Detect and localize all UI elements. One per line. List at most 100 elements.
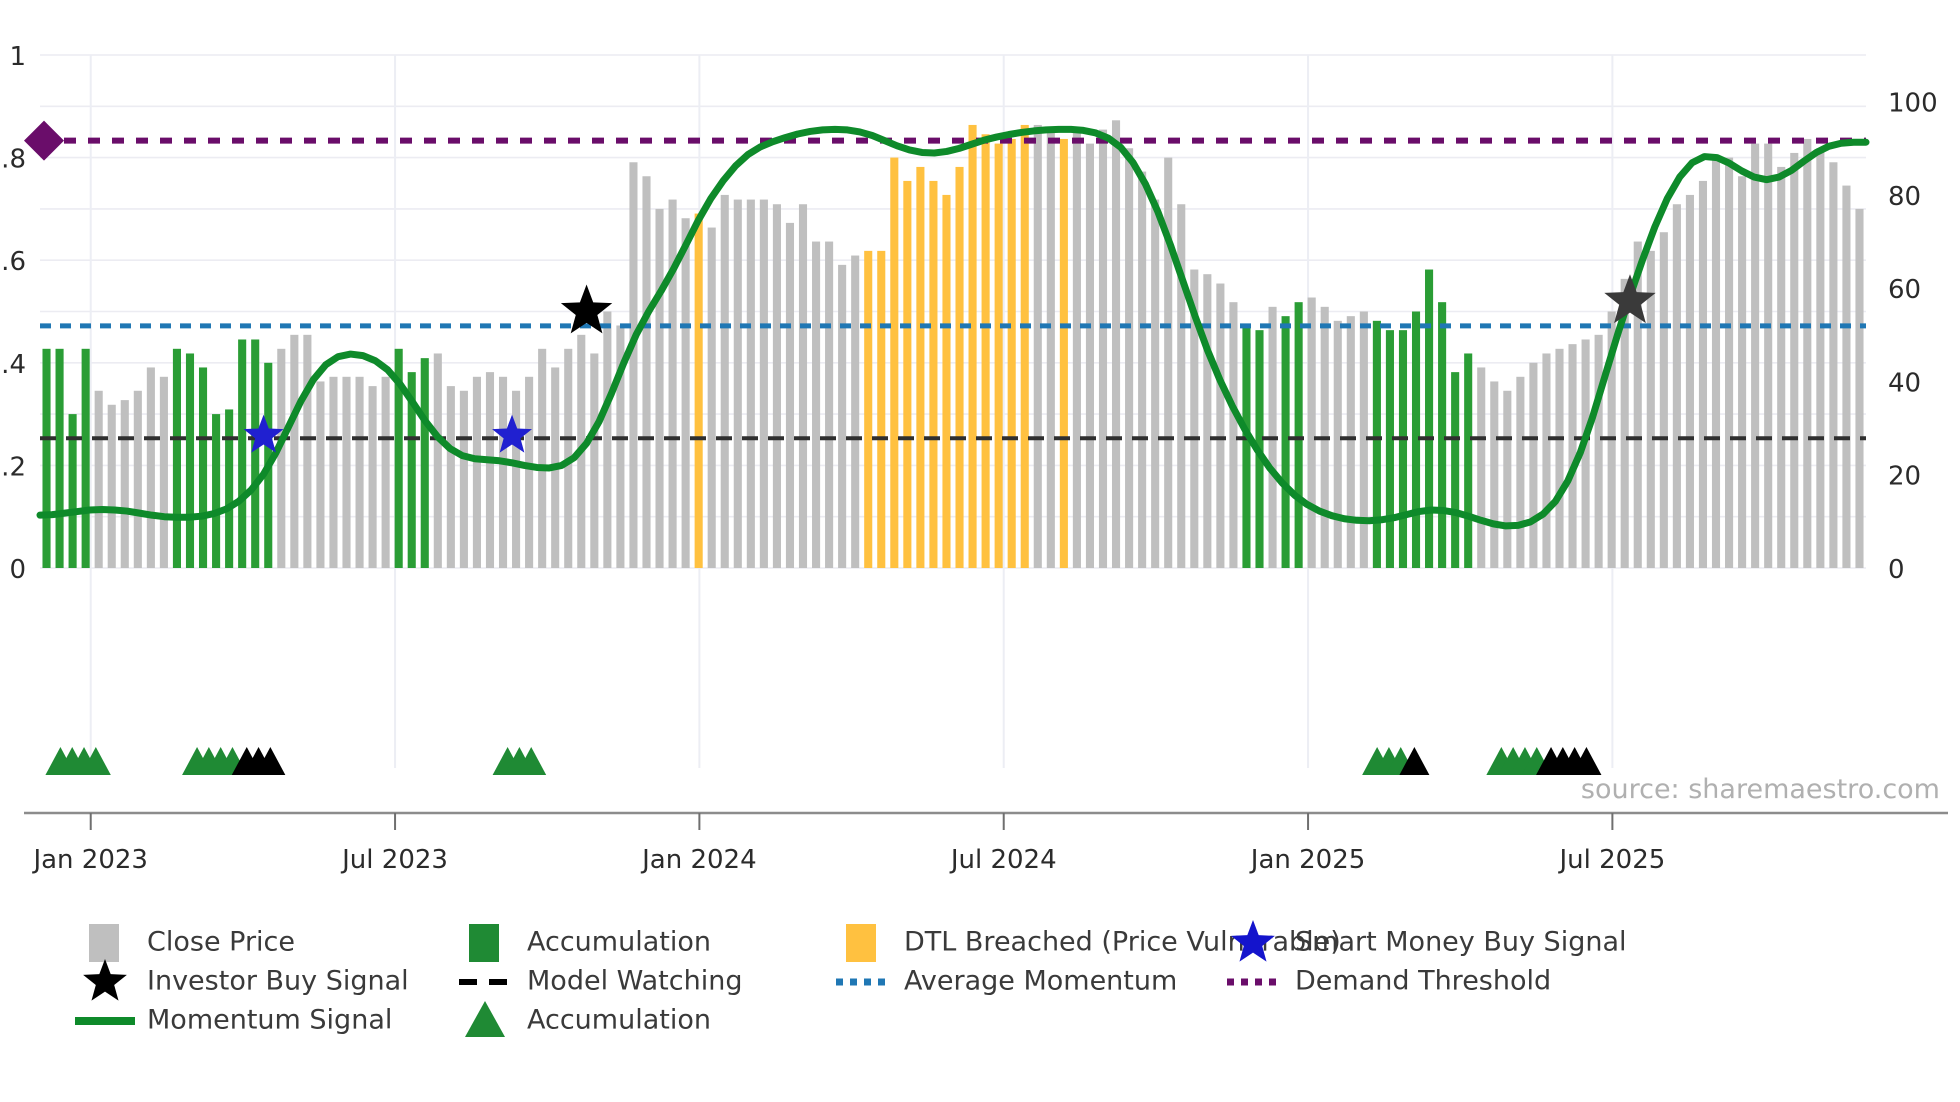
price-bar — [1764, 143, 1773, 569]
price-bar — [1346, 316, 1355, 568]
price-bar — [655, 208, 664, 568]
price-bar — [707, 227, 716, 569]
price-bar — [1359, 311, 1368, 568]
legend-label: DTL Breached (Price Vulnerable) — [904, 927, 1341, 958]
price-bar — [1398, 330, 1408, 568]
price-bar — [785, 222, 795, 568]
price-bar — [1725, 157, 1734, 568]
price-bar — [1594, 334, 1603, 568]
price-bar — [1451, 372, 1460, 568]
price-bar — [890, 157, 899, 568]
price-bar — [1855, 208, 1864, 568]
signal-markers — [24, 120, 1656, 453]
price-bar — [1490, 381, 1499, 568]
legend-label: Accumulation — [527, 1005, 711, 1036]
price-bar — [120, 400, 129, 568]
price-bar — [68, 414, 77, 568]
price-bar — [238, 339, 247, 568]
investor-buy-signal-marker — [1604, 274, 1656, 324]
price-bar — [616, 325, 625, 568]
price-bar — [420, 358, 429, 568]
legend-dtl-breached[interactable]: DTL Breached (Price Vulnerable) — [846, 924, 1341, 962]
legend-label: Average Momentum — [904, 966, 1177, 997]
price-bar — [498, 376, 508, 568]
price-bar — [1151, 199, 1160, 568]
legend-label: Smart Money Buy Signal — [1295, 927, 1627, 958]
legend-accumulation-bar[interactable]: Accumulation — [469, 924, 711, 962]
price-bar — [1477, 367, 1486, 568]
legend-label: Investor Buy Signal — [147, 966, 409, 997]
price-bar — [1294, 302, 1303, 568]
price-bar — [981, 134, 990, 568]
y-axis-left-tick-label: 0.2 — [0, 452, 26, 482]
price-bar — [329, 376, 338, 568]
price-bar — [994, 143, 1003, 569]
price-bar — [642, 176, 651, 568]
momentum-signal-path — [36, 125, 1870, 530]
price-bar — [1372, 320, 1381, 568]
star-icon — [83, 959, 127, 1001]
price-bar — [251, 339, 260, 568]
price-bar — [1425, 269, 1434, 568]
legend-close-price[interactable]: Close Price — [89, 924, 295, 962]
legend-smart-money-buy-signal[interactable]: Smart Money Buy Signal — [1231, 920, 1627, 962]
price-bar — [342, 376, 351, 568]
legend-label: Demand Threshold — [1295, 966, 1551, 997]
price-bar — [772, 204, 781, 569]
price-bar — [759, 199, 768, 568]
price-bar — [407, 372, 416, 568]
legend-investor-buy-signal[interactable]: Investor Buy Signal — [83, 959, 409, 1001]
price-bar — [1698, 180, 1708, 569]
momentum-signal-line — [36, 125, 1870, 530]
price-bar — [1659, 232, 1668, 568]
x-axis-tick-label: Jan 2025 — [1249, 845, 1366, 875]
price-bar — [1790, 152, 1799, 568]
smart-money-buy-signal-marker — [243, 414, 284, 453]
y-axis-left-tick-label: 1 — [9, 42, 26, 72]
triangle-icon — [465, 1001, 505, 1037]
price-bar — [916, 166, 925, 568]
price-bar — [864, 250, 873, 568]
price-bar — [903, 180, 912, 569]
axis-labels: 0 0.2 0.4 0.6 0.8 1 0 20 40 60 80 100 Jan 2023 Jul 20… — [0, 42, 1938, 875]
legend-swatch-icon — [469, 924, 499, 962]
y-axis-left-tick-label: 0.4 — [0, 350, 26, 380]
price-bar — [590, 353, 599, 568]
price-bar — [798, 204, 808, 569]
price-bar — [1190, 269, 1199, 568]
legend-momentum-signal[interactable]: Momentum Signal — [75, 1005, 392, 1036]
accumulation-triangle-marker — [80, 747, 111, 775]
price-bar — [42, 348, 51, 568]
price-bar — [1177, 204, 1186, 569]
price-bar — [485, 372, 495, 568]
price-bar — [55, 348, 64, 568]
price-bar — [733, 199, 742, 568]
x-axis-tick-label: Jan 2024 — [640, 845, 757, 875]
price-bar — [1777, 166, 1786, 568]
price-bar — [1411, 311, 1421, 568]
price-bar — [1751, 143, 1760, 569]
price-bar — [746, 199, 755, 568]
price-bar — [1085, 143, 1094, 569]
legend-demand-threshold[interactable]: Demand Threshold — [1227, 966, 1551, 997]
price-bar — [838, 264, 847, 568]
y-axis-right-tick-label: 0 — [1888, 555, 1905, 585]
price-bar — [720, 194, 729, 568]
price-bar — [603, 311, 612, 568]
price-bar — [1164, 157, 1173, 568]
price-bar — [1007, 138, 1016, 568]
price-bar — [1216, 283, 1225, 568]
y-axis-left-tick-label: 0.6 — [0, 247, 26, 277]
legend-model-watching[interactable]: Model Watching — [459, 966, 742, 997]
price-bar — [159, 376, 168, 568]
legend-average-momentum[interactable]: Average Momentum — [836, 966, 1177, 997]
price-bar — [1803, 138, 1812, 568]
y-axis-right-tick-label: 80 — [1888, 182, 1921, 212]
legend-accumulation-triangle[interactable]: Accumulation — [465, 1001, 711, 1037]
price-bar — [1555, 348, 1564, 568]
price-bar — [1059, 138, 1068, 568]
legend-label: Accumulation — [527, 927, 711, 958]
price-bar — [929, 180, 938, 569]
price-bar — [851, 255, 860, 569]
price-bar — [877, 250, 886, 568]
